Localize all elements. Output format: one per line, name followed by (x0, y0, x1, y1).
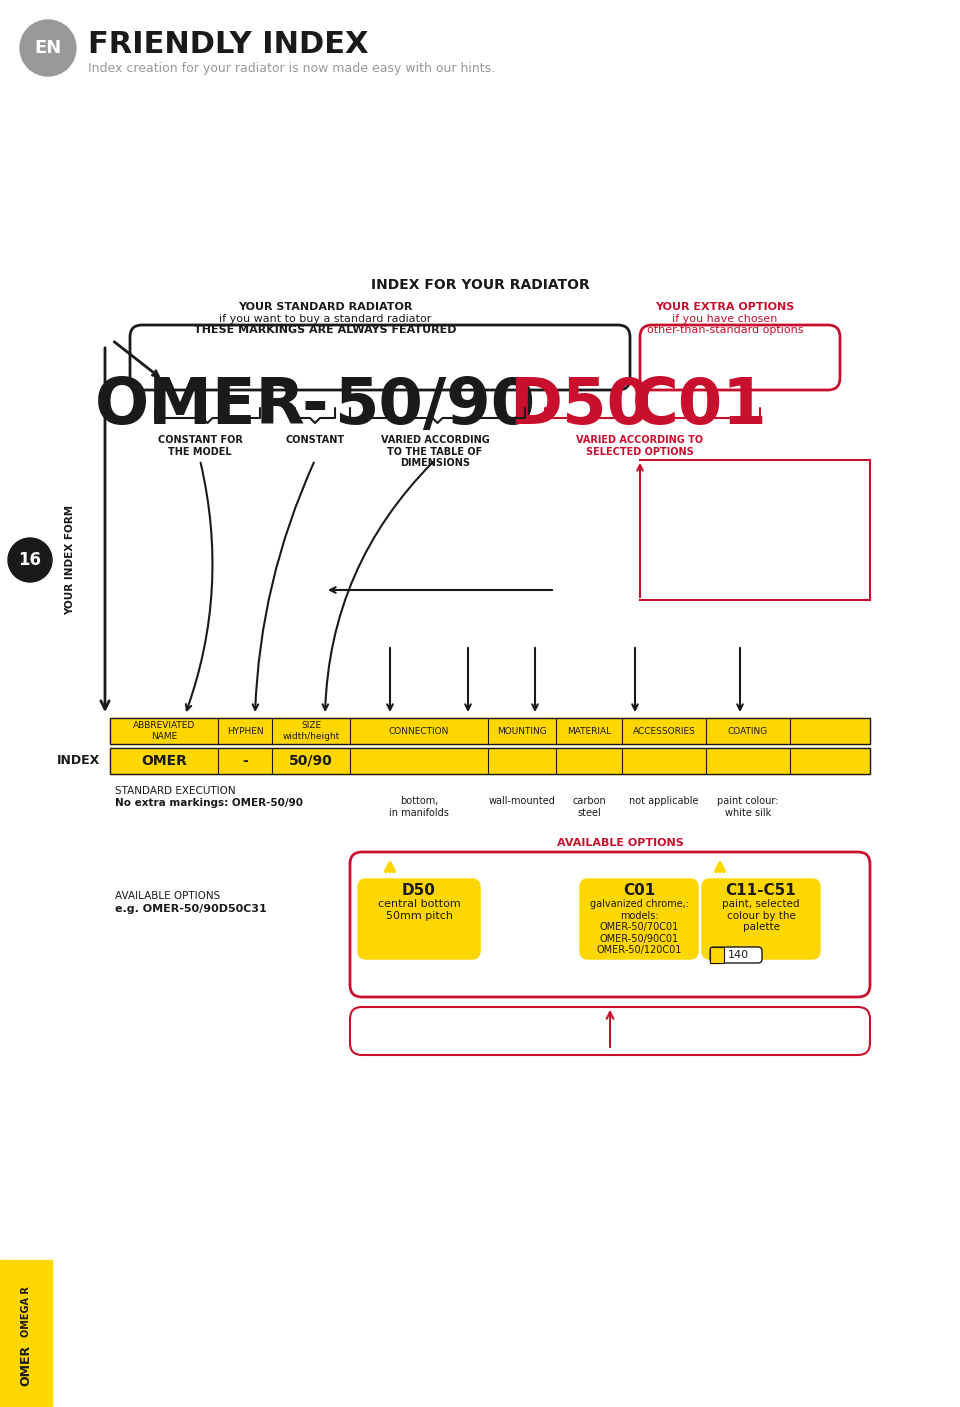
Text: 50/90: 50/90 (334, 376, 536, 438)
Text: AVAILABLE OPTIONS: AVAILABLE OPTIONS (115, 891, 220, 900)
Text: STANDARD EXECUTION: STANDARD EXECUTION (115, 787, 235, 796)
Bar (110, 749, 870, 774)
Text: CONNECTION: CONNECTION (389, 726, 449, 736)
Text: other-than-standard options: other-than-standard options (647, 325, 804, 335)
Text: not applicable: not applicable (629, 796, 699, 806)
Text: AVAILABLE OPTIONS: AVAILABLE OPTIONS (557, 839, 684, 848)
Text: 16: 16 (18, 552, 41, 568)
Text: paint colour:
white silk: paint colour: white silk (717, 796, 779, 817)
FancyBboxPatch shape (702, 879, 820, 960)
Text: if you want to buy a standard radiator: if you want to buy a standard radiator (219, 314, 431, 324)
Text: -: - (301, 376, 328, 438)
Text: -: - (242, 754, 248, 768)
Text: D50: D50 (402, 884, 436, 898)
Bar (0, 1261, 52, 1407)
Circle shape (20, 20, 76, 76)
Text: SIZE
width/height: SIZE width/height (282, 722, 340, 740)
Circle shape (8, 537, 52, 582)
Text: 50/90: 50/90 (289, 754, 333, 768)
Text: CONSTANT: CONSTANT (285, 435, 345, 445)
Text: 140: 140 (728, 950, 749, 960)
Text: OMER: OMER (95, 376, 305, 438)
Text: CONSTANT FOR
THE MODEL: CONSTANT FOR THE MODEL (157, 435, 243, 457)
Text: OMER: OMER (141, 754, 187, 768)
Text: paint, selected
colour by the
palette: paint, selected colour by the palette (722, 899, 800, 933)
Text: INDEX FOR YOUR RADIATOR: INDEX FOR YOUR RADIATOR (371, 279, 589, 293)
Text: galvanized chrome,:
models:
OMER-50/70C01
OMER-50/90C01
OMER-50/120C01: galvanized chrome,: models: OMER-50/70C0… (589, 899, 688, 955)
Text: YOUR INDEX FORM: YOUR INDEX FORM (65, 505, 75, 615)
Text: Index creation for your radiator is now made easy with our hints.: Index creation for your radiator is now … (88, 62, 495, 75)
Text: carbon
steel: carbon steel (572, 796, 606, 817)
Text: OMER: OMER (19, 1345, 33, 1386)
Text: COATING: COATING (728, 726, 768, 736)
Text: VARIED ACCORDING
TO THE TABLE OF
DIMENSIONS: VARIED ACCORDING TO THE TABLE OF DIMENSI… (380, 435, 490, 469)
Bar (110, 718, 870, 744)
Text: D50: D50 (509, 376, 651, 438)
Bar (110, 749, 870, 774)
Text: e.g. OMER-50/90D50C31: e.g. OMER-50/90D50C31 (115, 905, 267, 915)
FancyBboxPatch shape (580, 879, 698, 960)
Text: ACCESSORIES: ACCESSORIES (633, 726, 695, 736)
Text: C01: C01 (633, 376, 768, 438)
Text: ABBREVIATED
NAME: ABBREVIATED NAME (132, 722, 195, 740)
Text: if you have chosen: if you have chosen (672, 314, 778, 324)
Text: wall-mounted: wall-mounted (489, 796, 556, 806)
FancyBboxPatch shape (710, 947, 762, 962)
Text: EN: EN (35, 39, 61, 58)
Text: INDEX: INDEX (57, 754, 100, 767)
Text: central bottom
50mm pitch: central bottom 50mm pitch (377, 899, 461, 920)
FancyBboxPatch shape (358, 879, 480, 960)
Text: FRIENDLY INDEX: FRIENDLY INDEX (88, 30, 369, 59)
Bar (710, 947, 724, 962)
Text: No extra markings: OMER-50/90: No extra markings: OMER-50/90 (115, 798, 303, 808)
Bar (710, 947, 724, 962)
Text: MATERIAL: MATERIAL (567, 726, 612, 736)
Text: THESE MARKINGS ARE ALWAYS FEATURED: THESE MARKINGS ARE ALWAYS FEATURED (194, 325, 456, 335)
Text: VARIED ACCORDING TO
SELECTED OPTIONS: VARIED ACCORDING TO SELECTED OPTIONS (576, 435, 704, 457)
Text: C01: C01 (623, 884, 655, 898)
Text: C11-C51: C11-C51 (726, 884, 797, 898)
Text: MOUNTING: MOUNTING (497, 726, 547, 736)
Text: HYPHEN: HYPHEN (227, 726, 263, 736)
Text: YOUR EXTRA OPTIONS: YOUR EXTRA OPTIONS (656, 303, 795, 312)
Text: bottom,
in manifolds: bottom, in manifolds (389, 796, 449, 817)
Bar (110, 718, 870, 744)
Text: OMEGA R: OMEGA R (21, 1286, 31, 1337)
Text: YOUR STANDARD RADIATOR: YOUR STANDARD RADIATOR (238, 303, 412, 312)
